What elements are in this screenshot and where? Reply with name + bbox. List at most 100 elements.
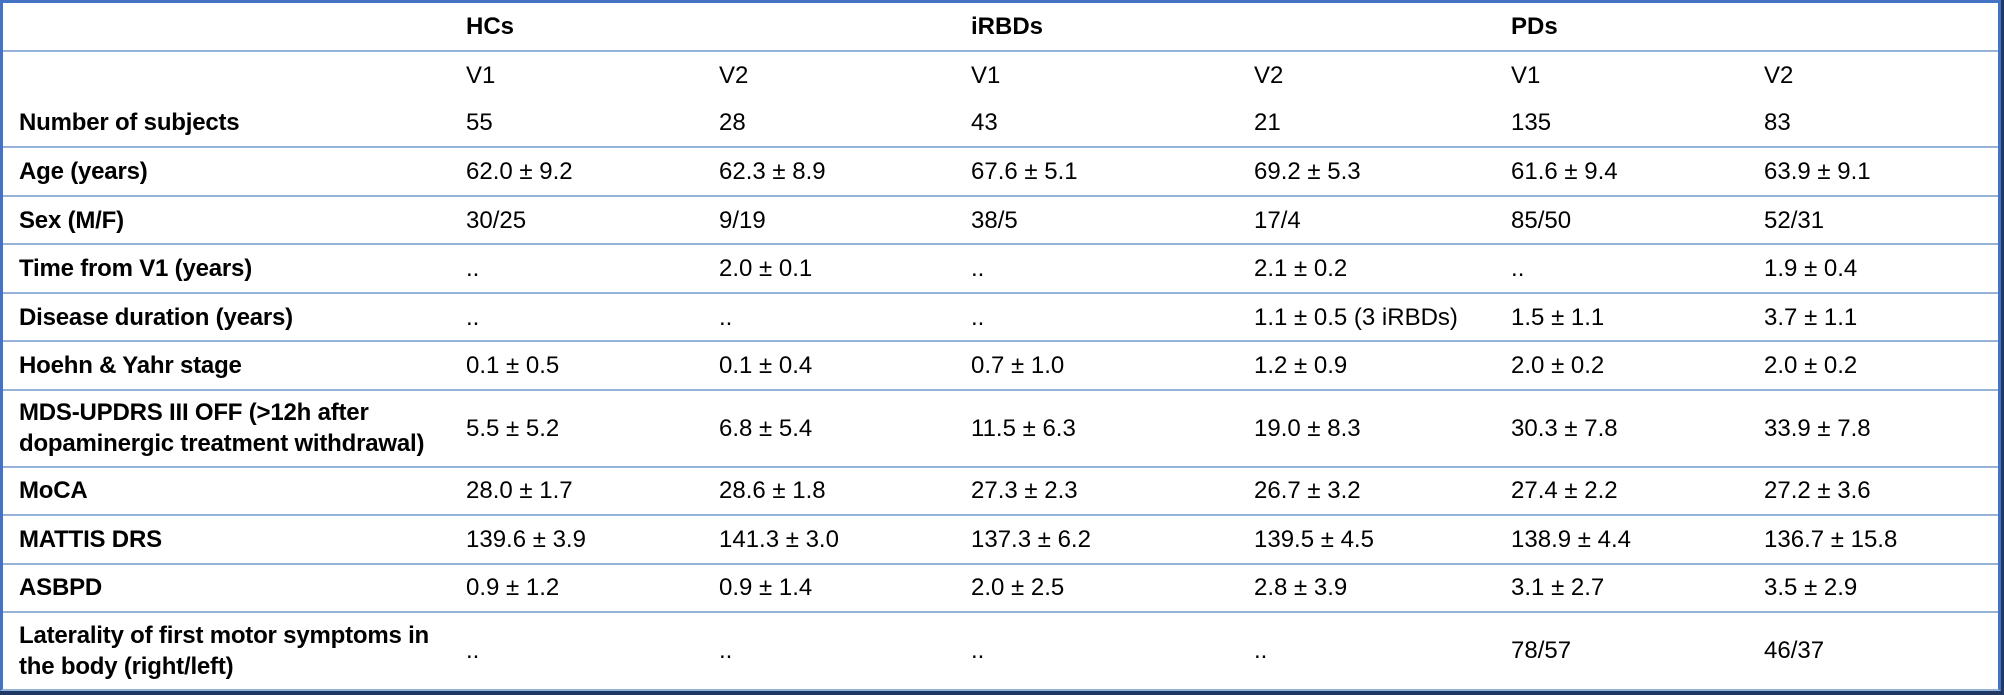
data-cell: 1.9 ± 0.4 [1751, 243, 1999, 293]
data-cell: 43 [971, 109, 998, 137]
row-label: Number of subjects [19, 109, 240, 137]
data-cell: 2.1 ± 0.2 [1241, 243, 1499, 293]
data-cell: 1.2 ± 0.9 [1241, 340, 1499, 390]
data-cell: 26.7 ± 3.2 [1241, 465, 1499, 516]
data-cell: 139.6 ± 3.9 [453, 514, 706, 564]
data-cell: 0.9 ± 1.2 [453, 562, 706, 613]
data-cell: 30.3 ± 7.8 [1498, 388, 1752, 467]
data-cell: 28.0 ± 1.7 [453, 465, 706, 516]
data-cell: 2.0 ± 2.5 [958, 562, 1242, 613]
table-row: Laterality of first motor symptoms in th… [3, 611, 1999, 689]
data-cell: 1.1 ± 0.5 (3 iRBDs) [1241, 291, 1499, 342]
data-cell: 139.5 ± 4.5 [1241, 514, 1499, 564]
data-cell: .. [1498, 243, 1752, 293]
row-label: MDS-UPDRS III OFF (>12h after dopaminerg… [3, 388, 453, 467]
data-cell: 0.1 ± 0.4 [706, 340, 959, 390]
visit-header: V2 [1751, 50, 1999, 99]
row-label: Disease duration (years) [3, 291, 453, 342]
data-cell: 0.1 ± 0.5 [453, 340, 706, 390]
data-cell: 52/31 [1751, 194, 1999, 245]
data-cell: .. [958, 243, 1242, 293]
data-cell: 63.9 ± 9.1 [1751, 146, 1999, 196]
data-cell: 5.5 ± 5.2 [453, 388, 706, 467]
group-header-pds: PDs [1511, 12, 1558, 40]
data-cell: 28.6 ± 1.8 [706, 465, 959, 516]
data-cell: 0.7 ± 1.0 [958, 340, 1242, 390]
row-label: ASBPD [3, 562, 453, 613]
data-cell: 1.5 ± 1.1 [1498, 291, 1752, 342]
data-cell: 11.5 ± 6.3 [958, 388, 1242, 467]
table-row: Time from V1 (years).. 2.0 ± 0.1.. 2.1 ± 0… [3, 243, 1999, 293]
data-cell: 141.3 ± 3.0 [706, 514, 959, 564]
table-row: MDS-UPDRS III OFF (>12h after dopaminerg… [3, 388, 1999, 467]
data-cell: 85/50 [1498, 194, 1752, 245]
corner-cell [3, 50, 453, 99]
data-cell: 2.0 ± 0.2 [1498, 340, 1752, 390]
data-cell: .. [453, 243, 706, 293]
table-row: Hoehn & Yahr stage 0.1 ± 0.5 0.1 ± 0.4 0.7 … [3, 340, 1999, 390]
data-cell: 28 [719, 109, 746, 137]
group-header-hcs: HCs [466, 12, 515, 40]
data-cell: 19.0 ± 8.3 [1241, 388, 1499, 467]
data-cell: 3.7 ± 1.1 [1751, 291, 1999, 342]
data-cell: .. [958, 291, 1242, 342]
data-cell: 2.0 ± 0.2 [1751, 340, 1999, 390]
data-cell: 27.3 ± 2.3 [958, 465, 1242, 516]
data-cell: 46/37 [1751, 611, 1999, 689]
visit-header: V1 [958, 50, 1242, 99]
data-cell: 30/25 [453, 194, 706, 245]
table-row: MoCA 28.0 ± 1.7 28.6 ± 1.8 27.3 ± 2.3 26.7 ±… [3, 465, 1999, 516]
data-cell: 21 [1254, 109, 1281, 137]
data-cell: 17/4 [1241, 194, 1499, 245]
data-cell: .. [958, 611, 1242, 689]
visit-header-row: V1 V2 V1 V2 V1 V2 [3, 50, 1999, 99]
data-cell: 2.0 ± 0.1 [706, 243, 959, 293]
data-cell: .. [1241, 611, 1499, 689]
data-cell: 2.8 ± 3.9 [1241, 562, 1499, 613]
demographics-table: HCs iRBDs PDs V1 V2 V1 V2 V1 V2 Number of subje… [3, 3, 1999, 689]
data-cell: 135 [1511, 109, 1552, 137]
data-cell: 33.9 ± 7.8 [1751, 388, 1999, 467]
table-row: Number of subjects 55 28 43 21 135 83 [3, 99, 1998, 147]
table-row: Sex (M/F) 30/25 9/19 38/5 17/4 85/50 52/31 [3, 194, 1999, 245]
data-cell: 78/57 [1498, 611, 1752, 689]
group-header-irbds: iRBDs [971, 12, 1044, 40]
data-cell: 6.8 ± 5.4 [706, 388, 959, 467]
data-cell: .. [706, 611, 959, 689]
data-cell: 38/5 [958, 194, 1242, 245]
data-cell: 3.1 ± 2.7 [1498, 562, 1752, 613]
visit-header: V1 [1498, 50, 1752, 99]
data-cell: 67.6 ± 5.1 [958, 146, 1242, 196]
data-cell: 27.2 ± 3.6 [1751, 465, 1999, 516]
corner-cell [3, 3, 453, 51]
data-cell: .. [453, 291, 706, 342]
row-label: Time from V1 (years) [3, 243, 453, 293]
data-cell: 69.2 ± 5.3 [1241, 146, 1499, 196]
data-cell: 138.9 ± 4.4 [1498, 514, 1752, 564]
row-label: Laterality of first motor symptoms in th… [3, 611, 453, 689]
row-label: MoCA [3, 465, 453, 516]
data-cell: 62.0 ± 9.2 [453, 146, 706, 196]
row-label: Age (years) [3, 146, 453, 196]
data-cell: 137.3 ± 6.2 [958, 514, 1242, 564]
table-row: ASBPD 0.9 ± 1.2 0.9 ± 1.4 2.0 ± 2.5 2.8 ± 3.… [3, 562, 1999, 613]
row-label: Sex (M/F) [3, 194, 453, 245]
data-cell: 9/19 [706, 194, 959, 245]
data-cell: .. [453, 611, 706, 689]
table-row: Age (years) 62.0 ± 9.2 62.3 ± 8.9 67.6 ± 5.… [3, 146, 1999, 196]
visit-header: V2 [1241, 50, 1499, 99]
data-cell: 83 [1764, 109, 1791, 137]
data-cell: 61.6 ± 9.4 [1498, 146, 1752, 196]
data-cell: 3.5 ± 2.9 [1751, 562, 1999, 613]
data-cell: 136.7 ± 15.8 [1751, 514, 1999, 564]
data-cell: .. [706, 291, 959, 342]
data-cell: 62.3 ± 8.9 [706, 146, 959, 196]
row-label: MATTIS DRS [3, 514, 453, 564]
table-row: Disease duration (years)...... 1.1 ± 0.5 … [3, 291, 1999, 342]
visit-header: V2 [706, 50, 959, 99]
table-row: MATTIS DRS 139.6 ± 3.9 141.3 ± 3.0 137.3 ± … [3, 514, 1999, 564]
data-cell: 0.9 ± 1.4 [706, 562, 959, 613]
row-label: Hoehn & Yahr stage [3, 340, 453, 390]
